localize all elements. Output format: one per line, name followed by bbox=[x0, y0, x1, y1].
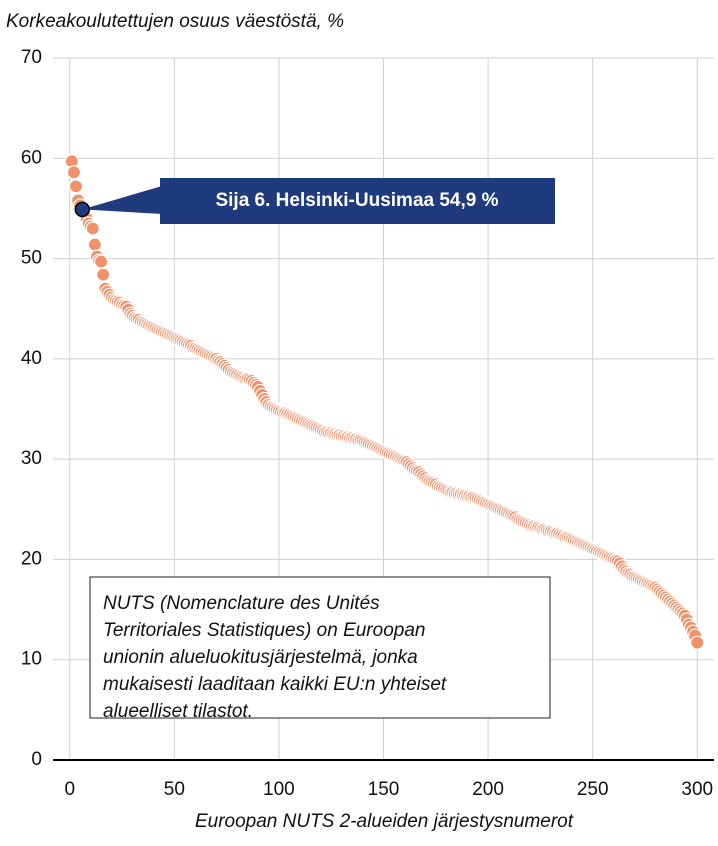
x-tick-label: 250 bbox=[577, 779, 609, 800]
x-tick-label: 200 bbox=[472, 779, 504, 800]
y-tick-label: 0 bbox=[31, 749, 42, 770]
x-tick-label: 150 bbox=[368, 779, 400, 800]
highlight-point bbox=[74, 201, 91, 218]
x-tick-label: 50 bbox=[164, 779, 185, 800]
y-tick-label: 50 bbox=[21, 248, 42, 269]
y-tick-label: 20 bbox=[21, 548, 42, 569]
annotation-pointer bbox=[82, 186, 162, 214]
note-text: mukaisesti laaditaan kaikki EU:n yhteise… bbox=[103, 674, 447, 695]
point bbox=[87, 237, 102, 252]
x-tick-label: 0 bbox=[64, 779, 75, 800]
note-text: unionin alueluokitusjärjestelmä, jonka bbox=[103, 647, 418, 668]
y-tick-label: 70 bbox=[21, 47, 42, 68]
annotation-text: Sija 6. Helsinki-Uusimaa 54,9 % bbox=[215, 190, 498, 211]
chart-title: Korkeakoulutettujen osuus väestöstä, % bbox=[6, 11, 344, 32]
point bbox=[96, 267, 111, 282]
point bbox=[85, 221, 100, 236]
point bbox=[68, 179, 84, 194]
note-text: Territoriales Statistiques) on Euroopan bbox=[103, 620, 425, 641]
y-tick-label: 10 bbox=[21, 649, 42, 670]
x-tick-label: 300 bbox=[681, 779, 713, 800]
annotation-box bbox=[160, 178, 555, 224]
point bbox=[94, 254, 109, 269]
note-text: alueelliset tilastot. bbox=[103, 701, 253, 722]
y-tick-label: 40 bbox=[21, 348, 42, 369]
x-axis-label: Euroopan NUTS 2-alueiden järjestysnumero… bbox=[195, 811, 574, 832]
point bbox=[66, 165, 82, 180]
point bbox=[690, 635, 705, 650]
y-tick-label: 30 bbox=[21, 448, 42, 469]
x-tick-label: 100 bbox=[263, 779, 295, 800]
y-tick-label: 60 bbox=[21, 147, 42, 168]
note-box bbox=[89, 576, 551, 719]
note-text: NUTS (Nomenclature des Unités bbox=[103, 593, 380, 614]
